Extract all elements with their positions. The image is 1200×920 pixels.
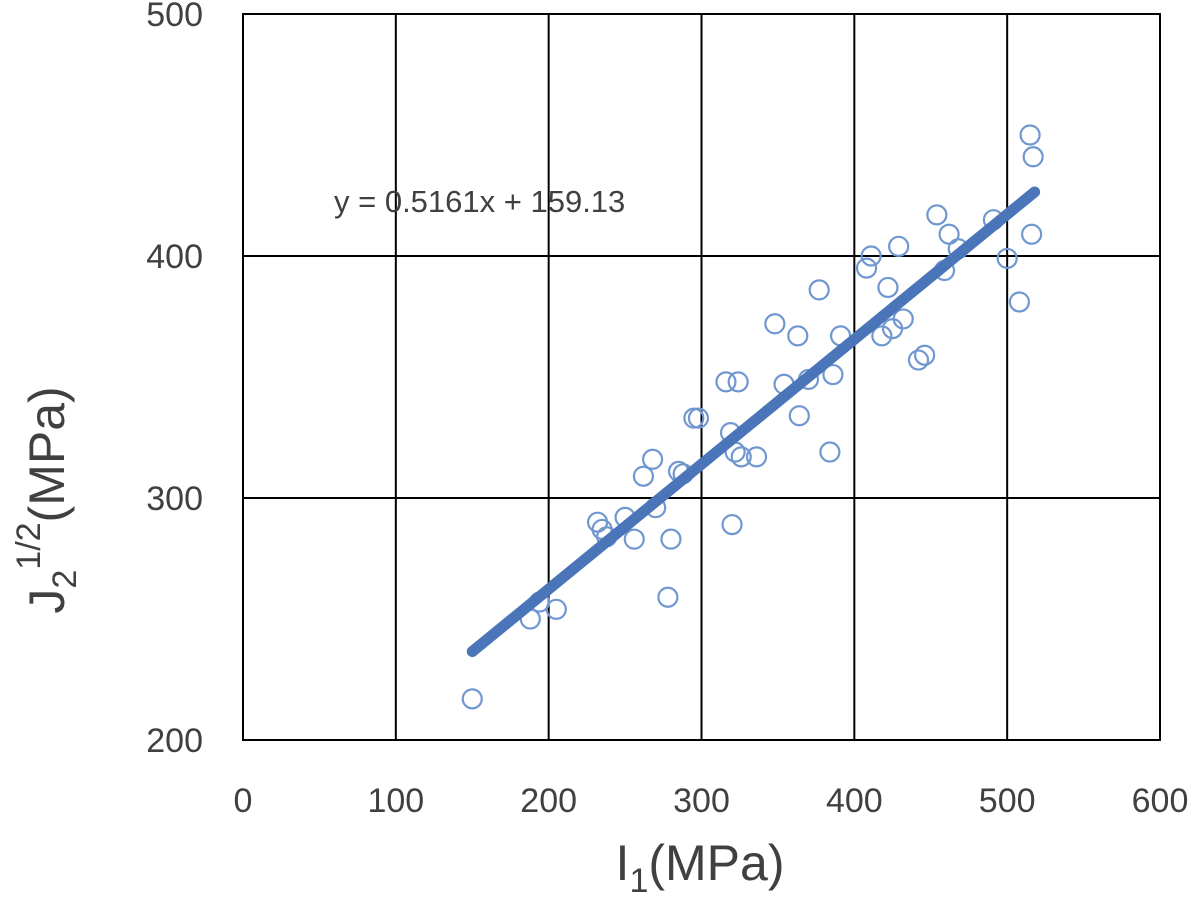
data-point [1021,223,1043,245]
x-tick-label: 500 [979,782,1036,820]
data-point [860,245,882,267]
data-point [808,279,830,301]
y-tick-label: 200 [146,722,203,760]
y-axis-title: J21/2(MPa) [10,386,84,613]
y-tick-labels: 200 300 400 500 [146,0,203,760]
x-axis-title-main: I [616,835,630,891]
data-point [745,446,768,468]
data-point [871,325,893,347]
data-point [1008,291,1030,313]
x-axis-title-unit: (MPa) [648,835,784,891]
data-point [822,363,844,386]
data-point [657,586,679,608]
data-point [687,407,710,429]
y-axis-title-superscript: 1/2 [10,522,48,569]
plot-area-border [242,13,1161,741]
data-point [996,247,1018,270]
data-point [545,598,567,620]
data-point [623,528,645,550]
data-point [461,688,483,710]
x-axis-title-subscript: 1 [629,862,648,900]
y-tick-label: 400 [146,238,203,276]
data-point [730,446,752,468]
data-point [764,313,786,335]
data-point [1019,124,1041,146]
x-tick-label: 400 [826,782,883,820]
data-point [938,223,960,245]
x-tick-label: 300 [673,782,730,820]
x-tick-label: 0 [234,782,253,820]
data-point [855,257,878,279]
data-point [721,514,743,536]
data-point [788,405,810,427]
data-point [888,235,910,257]
y-axis-title-main: J [19,589,75,614]
data-point [727,371,749,393]
data-point [926,204,948,226]
data-point [787,325,809,347]
grid-lines [243,14,1160,740]
x-tick-label: 200 [520,782,577,820]
data-point [660,528,682,550]
data-point [641,448,664,470]
trendline-equation: y = 0.5161x + 159.13 [334,184,625,219]
data-point [632,465,655,487]
x-tick-label: 600 [1132,782,1189,820]
x-tick-labels: 0 100 200 300 400 500 600 [234,782,1189,820]
trendline [466,186,1041,658]
y-tick-label: 500 [146,0,203,34]
data-point [892,308,914,330]
y-axis-title-subscript: 2 [46,570,84,589]
y-tick-label: 300 [146,480,203,518]
y-axis-title-unit: (MPa) [19,386,75,522]
data-point [907,349,930,371]
data-point [819,441,841,463]
data-point [877,276,899,299]
x-tick-label: 100 [367,782,424,820]
data-point [715,371,737,393]
data-point [914,344,936,366]
x-axis-title: I1(MPa) [616,835,785,900]
data-point [1022,146,1044,168]
